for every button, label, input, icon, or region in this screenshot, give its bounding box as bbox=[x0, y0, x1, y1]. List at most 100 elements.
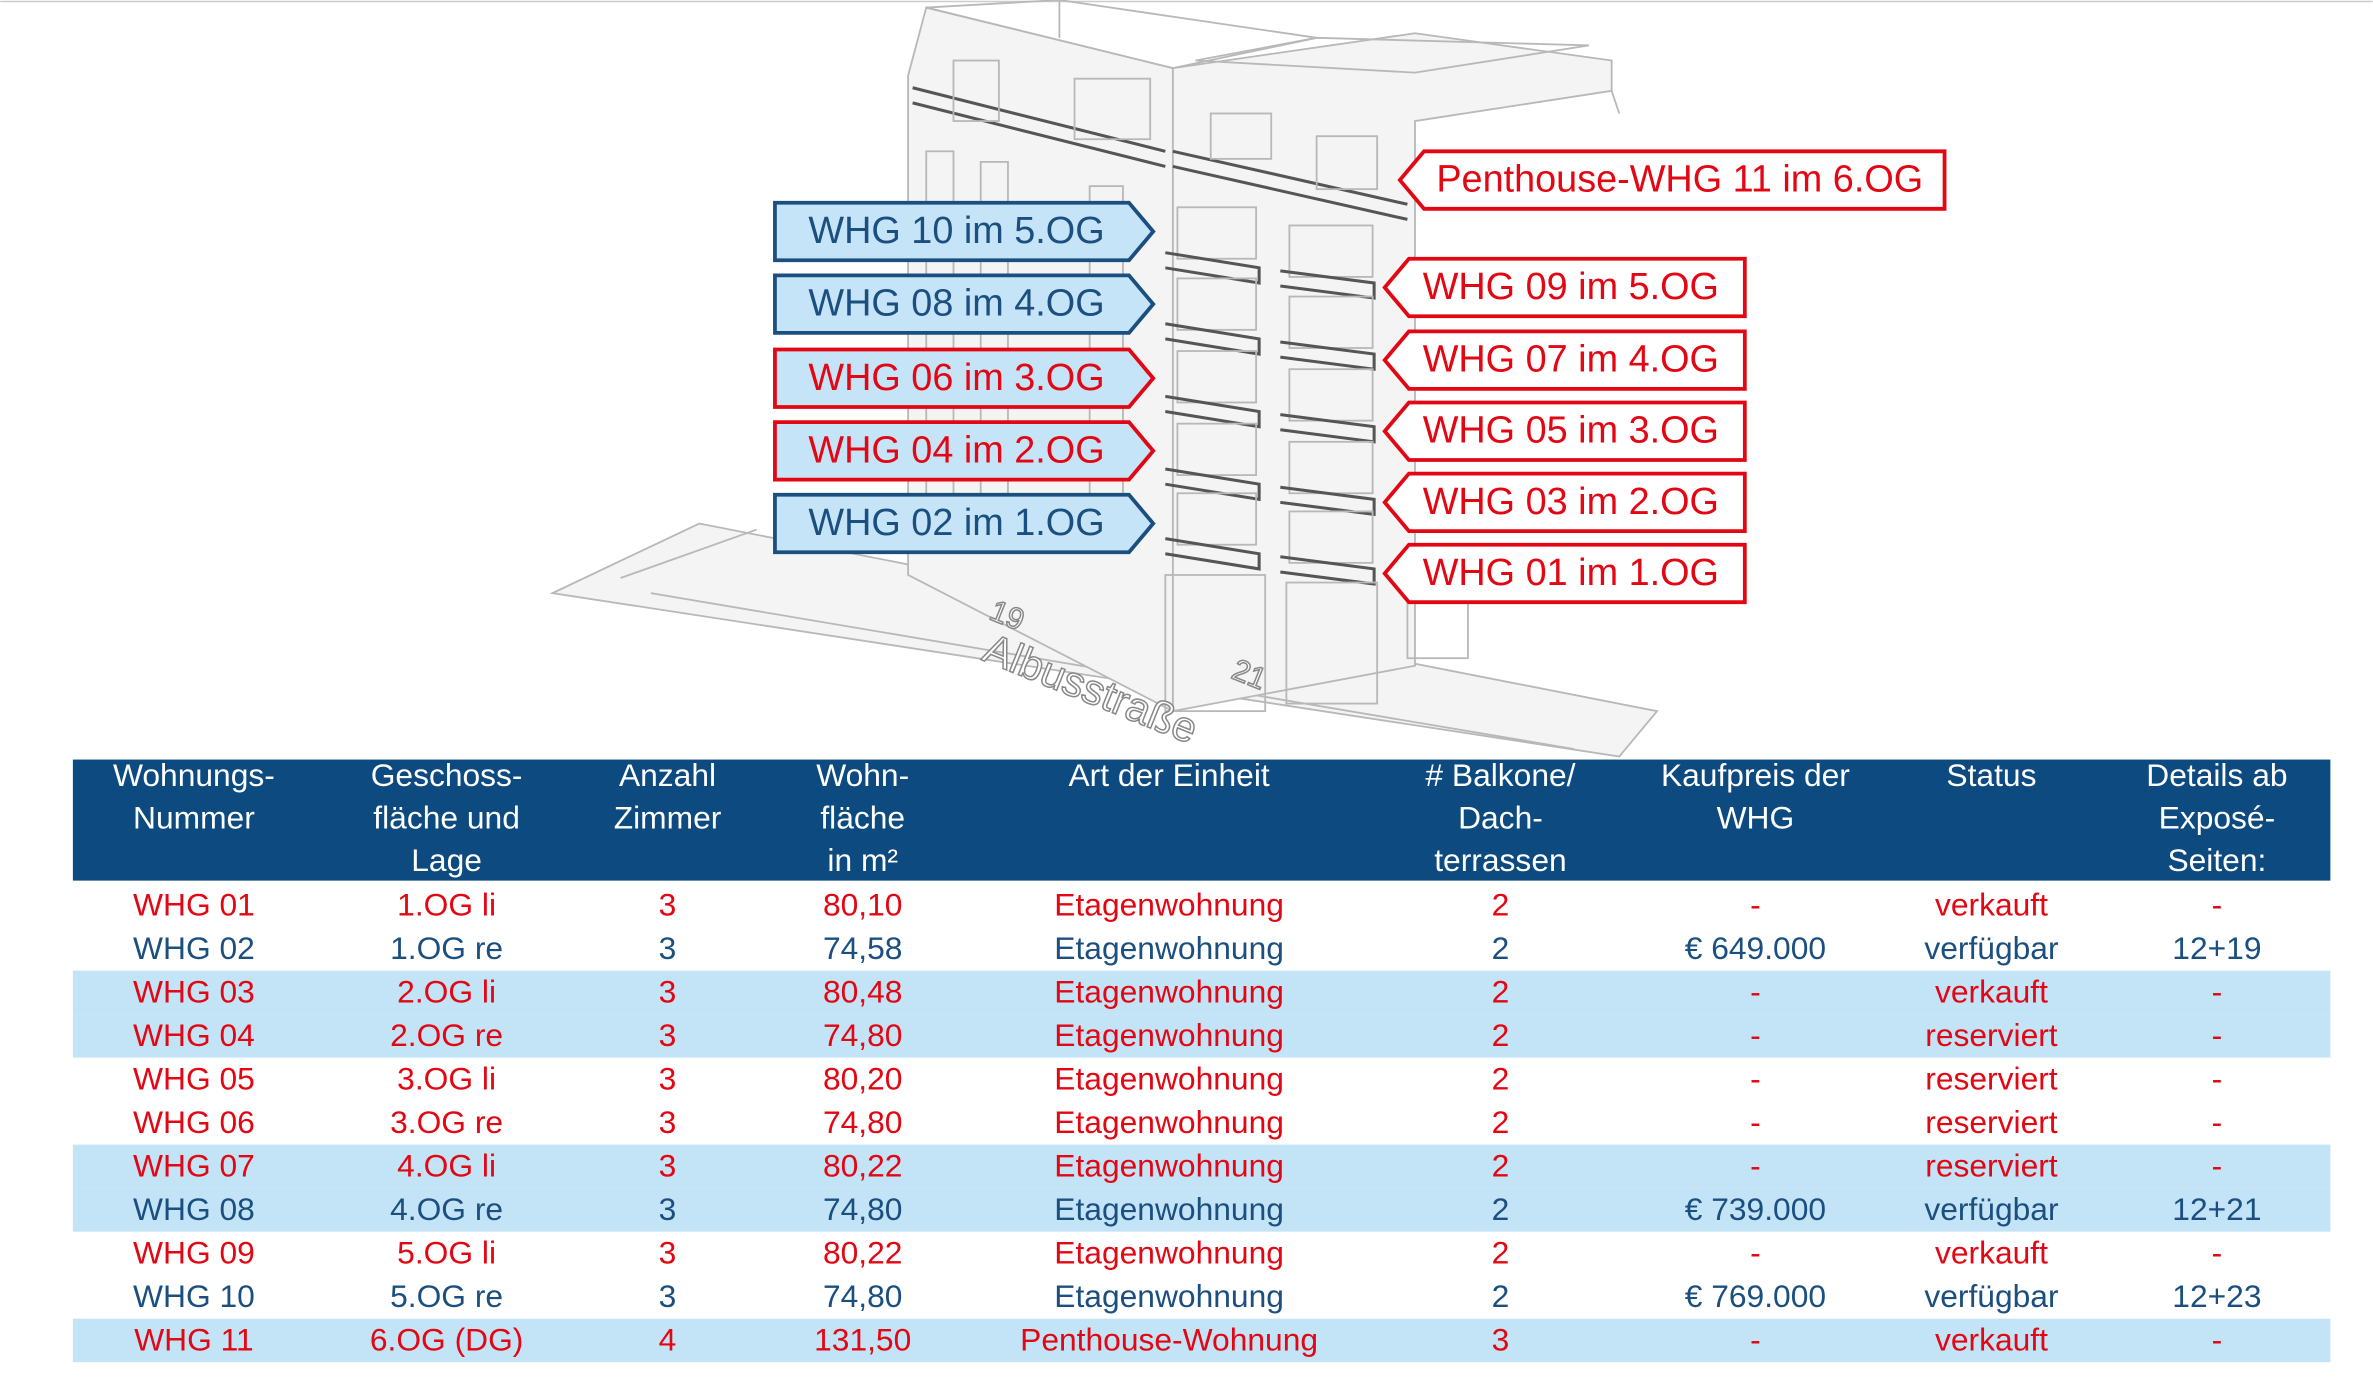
table-cell: reserviert bbox=[1925, 1060, 2058, 1096]
column-header: Status bbox=[1946, 757, 2036, 793]
railing bbox=[1280, 269, 1376, 300]
table-cell: 74,80 bbox=[823, 1278, 903, 1314]
table-cell: WHG 09 bbox=[133, 1234, 255, 1270]
table-cell: - bbox=[2212, 1060, 2223, 1096]
table-cell: - bbox=[1750, 1104, 1761, 1140]
table-cell: 3 bbox=[659, 886, 677, 922]
table-cell: WHG 11 bbox=[134, 1321, 253, 1357]
column-header: Wohn- bbox=[816, 757, 909, 793]
column-header: Zimmer bbox=[614, 799, 722, 835]
table-cell: 3 bbox=[659, 930, 677, 966]
table-cell: 80,22 bbox=[823, 1234, 903, 1270]
table-cell: verfügbar bbox=[1924, 930, 2059, 966]
table-cell: - bbox=[1750, 886, 1761, 922]
table-cell: reserviert bbox=[1925, 1147, 2058, 1183]
callout-box bbox=[773, 200, 1156, 263]
table-cell: - bbox=[1750, 1321, 1761, 1357]
table-cell: verkauft bbox=[1935, 1234, 2048, 1270]
table-cell: - bbox=[2212, 1234, 2223, 1270]
table-cell: 3 bbox=[659, 973, 677, 1009]
table-cell: verkauft bbox=[1935, 973, 2048, 1009]
callout-label: WHG 06 im 3.OG bbox=[808, 357, 1104, 399]
table-cell: € 739.000 bbox=[1685, 1191, 1826, 1227]
table-cell: 2 bbox=[1492, 930, 1510, 966]
table-cell: 2 bbox=[1492, 1017, 1510, 1053]
table-cell: Penthouse-Wohnung bbox=[1020, 1321, 1318, 1357]
table: Wohnungs- Nummer Geschoss-fläche und Lage An… bbox=[72, 757, 2331, 1363]
table-cell: 131,50 bbox=[814, 1321, 911, 1357]
callout-label: WHG 09 im 5.OG bbox=[1423, 266, 1719, 308]
column-header: Lage bbox=[411, 842, 482, 878]
table-cell: 2 bbox=[1492, 886, 1510, 922]
table-cell: Etagenwohnung bbox=[1054, 1147, 1284, 1183]
table-cell: WHG 06 bbox=[133, 1104, 255, 1140]
table-cell: Etagenwohnung bbox=[1054, 1104, 1284, 1140]
table-cell: Etagenwohnung bbox=[1054, 886, 1284, 922]
table-cell: 12+23 bbox=[2172, 1278, 2261, 1314]
table-cell: 74,80 bbox=[823, 1104, 903, 1140]
callouts: WHG 10 im 5.OG WHG 08 im 4.OG WHG 06 im 3.… bbox=[773, 149, 1947, 605]
table-cell: - bbox=[2212, 1017, 2223, 1053]
window bbox=[1176, 492, 1258, 546]
table-cell: 3 bbox=[659, 1104, 677, 1140]
table-cell: 2 bbox=[1492, 1191, 1510, 1227]
column-header: terrassen bbox=[1434, 842, 1566, 878]
table-cell: 2 bbox=[1492, 1060, 1510, 1096]
window bbox=[1176, 350, 1258, 404]
column-header: Dach- bbox=[1458, 799, 1543, 835]
table-cell: Etagenwohnung bbox=[1054, 1191, 1284, 1227]
table-cell: reserviert bbox=[1925, 1017, 2058, 1053]
column-header: Exposé- bbox=[2159, 799, 2276, 835]
table-cell: 4.OG li bbox=[397, 1147, 496, 1183]
table-cell: 3 bbox=[659, 1147, 677, 1183]
row-shade bbox=[72, 1318, 2331, 1363]
callout-label: WHG 05 im 3.OG bbox=[1423, 410, 1719, 452]
column-header: Anzahl bbox=[619, 757, 716, 793]
table-cell: € 769.000 bbox=[1685, 1278, 1826, 1314]
table-cell: - bbox=[2212, 1147, 2223, 1183]
table-cell: Etagenwohnung bbox=[1054, 1278, 1284, 1314]
column-header: in m² bbox=[827, 842, 898, 878]
table-cell: WHG 05 bbox=[133, 1060, 255, 1096]
table-cell: verfügbar bbox=[1924, 1278, 2059, 1314]
column-header: Geschoss- bbox=[371, 757, 523, 793]
table-cell: - bbox=[2212, 1321, 2223, 1357]
table-cell: - bbox=[1750, 1017, 1761, 1053]
callout-box bbox=[773, 347, 1156, 409]
table-cell: 80,10 bbox=[823, 886, 903, 922]
table-cell: 3 bbox=[659, 1278, 677, 1314]
window bbox=[1176, 422, 1258, 477]
table-cell: 80,20 bbox=[823, 1060, 903, 1096]
table-cell: 3 bbox=[1492, 1321, 1510, 1357]
column-header: Kaufpreis der bbox=[1661, 757, 1850, 793]
table-cell: 2 bbox=[1492, 1104, 1510, 1140]
callout-box bbox=[773, 273, 1156, 335]
table-cell: 80,48 bbox=[823, 973, 903, 1009]
table-cell: 2 bbox=[1492, 973, 1510, 1009]
table-cell: 74,58 bbox=[823, 930, 903, 966]
table-cell: 80,22 bbox=[823, 1147, 903, 1183]
column-header: # Balkone/ bbox=[1425, 757, 1575, 793]
table-cell: verfügbar bbox=[1924, 1191, 2059, 1227]
table-cell: 6.OG (DG) bbox=[370, 1321, 524, 1357]
callout-box bbox=[1382, 542, 1747, 605]
railing bbox=[1280, 555, 1376, 586]
row-shade bbox=[72, 1188, 2331, 1232]
column-header: fläche und bbox=[373, 799, 520, 835]
row-shade bbox=[72, 1144, 2331, 1189]
table-cell: 4.OG re bbox=[390, 1191, 503, 1227]
callout-label: WHG 10 im 5.OG bbox=[808, 210, 1104, 252]
column-header: Details ab bbox=[2146, 757, 2287, 793]
callout-box bbox=[1382, 256, 1747, 319]
callout-label: WHG 03 im 2.OG bbox=[1423, 481, 1719, 523]
table-cell: WHG 02 bbox=[133, 930, 255, 966]
table-cell: 1.OG re bbox=[390, 930, 503, 966]
table-cell: - bbox=[2212, 886, 2223, 922]
column-header: WHG bbox=[1717, 799, 1795, 835]
table-cell: WHG 08 bbox=[133, 1191, 255, 1227]
callout-label: WHG 08 im 4.OG bbox=[808, 283, 1104, 325]
table-cell: 12+19 bbox=[2172, 930, 2261, 966]
table-cell: - bbox=[1750, 1234, 1761, 1270]
callout-box bbox=[1397, 149, 1947, 211]
